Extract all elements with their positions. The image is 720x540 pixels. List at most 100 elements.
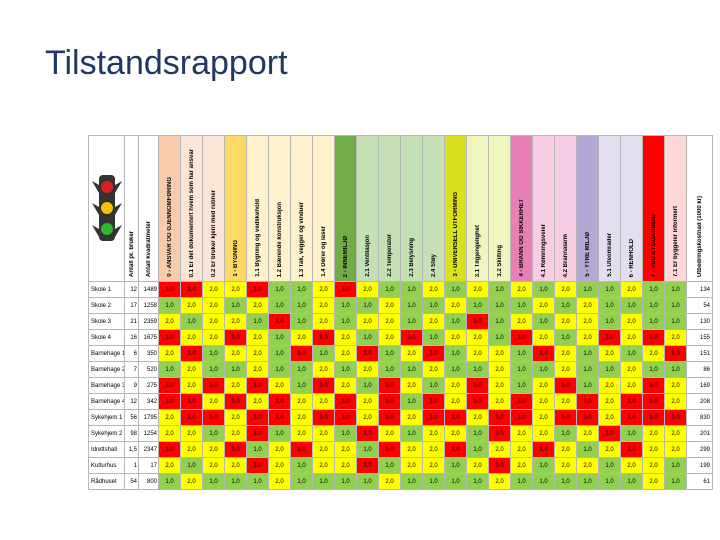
traffic-light-icon	[91, 174, 122, 241]
condition-cell: 2,0	[378, 297, 401, 314]
condition-cell: 2,0	[356, 313, 379, 330]
condition-cell: 2,0	[202, 297, 225, 314]
condition-cell: 3,0	[422, 393, 445, 410]
condition-cell: 2,0	[642, 345, 665, 362]
condition-cell: 3,0	[554, 377, 577, 394]
condition-cell: 1,0	[620, 425, 643, 442]
condition-cell: 2,0	[158, 425, 181, 442]
condition-cell: 2,0	[180, 425, 203, 442]
condition-cell: 2,0	[488, 441, 511, 458]
condition-cell: 2,0	[554, 393, 577, 410]
area-count: 520	[138, 361, 159, 378]
condition-cell: 3,0	[180, 409, 203, 426]
condition-cell: 2,0	[202, 281, 225, 298]
condition-cell: 1,0	[664, 457, 687, 474]
condition-cell: 1,0	[620, 345, 643, 362]
condition-cell: 2,0	[246, 345, 269, 362]
condition-cell: 3,0	[466, 377, 489, 394]
condition-cell: 1,0	[400, 473, 423, 490]
condition-cell: 1,0	[268, 329, 291, 346]
building-name: Idrettshall	[88, 441, 125, 458]
condition-cell: 2,0	[378, 329, 401, 346]
condition-cell: 3,0	[642, 329, 665, 346]
condition-cell: 2,0	[510, 281, 533, 298]
condition-cell: 2,0	[664, 393, 687, 410]
condition-cell: 1,0	[510, 361, 533, 378]
column-header-text: 3.2 Skilting	[496, 245, 503, 277]
column-header-text: 3.1 Tilgjengelighet	[474, 224, 481, 277]
condition-cell: 1,0	[378, 361, 401, 378]
condition-cell: 2,0	[180, 297, 203, 314]
condition-cell: 2,0	[510, 425, 533, 442]
condition-cell: 2,0	[664, 329, 687, 346]
condition-cell: 1,0	[466, 297, 489, 314]
condition-cell: 1,0	[576, 473, 599, 490]
condition-cell: 2,0	[224, 457, 247, 474]
column-header-text: 1.4 Dører og låser	[320, 226, 327, 277]
column-header: 3.1 Tilgjengelighet	[466, 135, 489, 282]
area-count: 1258	[138, 297, 159, 314]
column-header-text: Utbedringskostnad (1000 kr)	[696, 195, 703, 277]
condition-cell: 1,0	[554, 329, 577, 346]
table-row: Kulturhus 1 17 2,0 1,0 2,0 2,0 3,0 2,0 1,0 2,0 2,0 3…	[88, 457, 713, 474]
condition-cell: 3,0	[664, 409, 687, 426]
condition-cell: 1,0	[312, 473, 335, 490]
condition-cell: 2,0	[290, 425, 313, 442]
condition-cell: 2,0	[488, 473, 511, 490]
condition-cell: 1,0	[620, 473, 643, 490]
condition-cell: 2,0	[290, 393, 313, 410]
table-row: Skole 1 12 1489 3,0 3,0 2,0 2,0 3,0 1,0 1,0 2,0 3,0…	[88, 281, 713, 298]
column-header: 2.4 Støy	[422, 135, 445, 282]
condition-cell: 1,0	[400, 281, 423, 298]
condition-cell: 2,0	[488, 361, 511, 378]
area-count: 1489	[138, 281, 159, 298]
area-count: 1795	[138, 409, 159, 426]
condition-cell: 1,0	[400, 393, 423, 410]
condition-cell: 1,0	[444, 473, 467, 490]
area-count: 350	[138, 345, 159, 362]
condition-cell: 2,0	[224, 377, 247, 394]
column-header: 1.1 Bygning og vedlikehold	[246, 135, 269, 282]
condition-cell: 1,0	[642, 281, 665, 298]
column-header: 5 - YTRE MILJØ	[576, 135, 599, 282]
condition-cell: 2,0	[180, 473, 203, 490]
users-count: 54	[124, 473, 139, 490]
column-header: 5.1 Uteområder	[598, 135, 621, 282]
condition-cell: 1,0	[290, 297, 313, 314]
condition-cell: 3,0	[202, 409, 225, 426]
condition-cell: 1,0	[268, 281, 291, 298]
condition-cell: 2,0	[598, 393, 621, 410]
condition-cell: 3,0	[290, 345, 313, 362]
condition-cell: 3,0	[642, 377, 665, 394]
condition-cell: 3,0	[158, 377, 181, 394]
condition-cell: 2,0	[598, 345, 621, 362]
condition-cell: 2,0	[620, 457, 643, 474]
condition-cell: 3,0	[356, 457, 379, 474]
condition-cell: 2,0	[378, 425, 401, 442]
building-name: Rådhuset	[88, 473, 125, 490]
condition-cell: 1,0	[334, 473, 357, 490]
condition-cell: 2,0	[378, 313, 401, 330]
users-count: 1	[124, 457, 139, 474]
building-name: Barnehage 2	[88, 361, 125, 378]
condition-cell: 2,0	[554, 457, 577, 474]
condition-cell: 1,0	[532, 281, 555, 298]
row-total: 201	[686, 425, 713, 442]
condition-cell: 1,0	[400, 313, 423, 330]
condition-cell: 1,0	[532, 457, 555, 474]
condition-cell: 2,0	[356, 361, 379, 378]
building-name: Kulturhus	[88, 457, 125, 474]
condition-cell: 2,0	[444, 425, 467, 442]
table-header: Antall pr. bruker Antall kvadratmeter 0 - …	[88, 135, 713, 282]
area-count: 1675	[138, 329, 159, 346]
column-header-text: 3 - UNIVERSELL UTFORMING	[452, 192, 459, 277]
condition-cell: 1,0	[664, 313, 687, 330]
column-header-text: 2.2 Temperatur	[386, 234, 393, 277]
row-total: 130	[686, 313, 713, 330]
condition-cell: 1,0	[356, 473, 379, 490]
condition-cell: 3,0	[642, 393, 665, 410]
condition-cell: 2,0	[620, 377, 643, 394]
building-name: Skole 3	[88, 313, 125, 330]
condition-cell: 2,0	[268, 473, 291, 490]
area-count: 800	[138, 473, 159, 490]
